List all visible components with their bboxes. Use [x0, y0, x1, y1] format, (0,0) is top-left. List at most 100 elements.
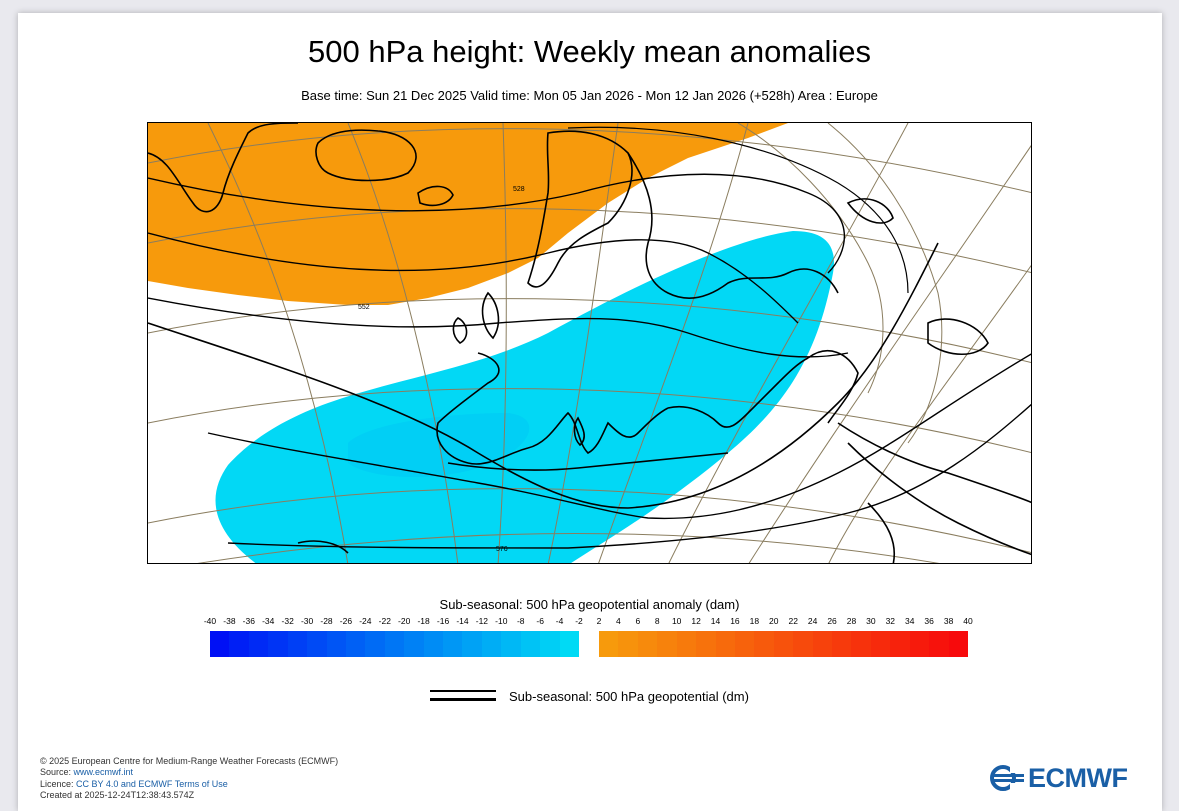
colorbar-swatch [268, 631, 288, 657]
colorbar-tick-label: -22 [378, 616, 391, 626]
colorbar-tick-label: -38 [223, 616, 236, 626]
colorbar-swatch [890, 631, 910, 657]
colorbar-tick-label: -16 [436, 616, 450, 626]
colorbar-tick-label: 6 [635, 616, 641, 626]
colorbar-tick-label: -2 [575, 616, 583, 626]
colorbar-swatch [345, 631, 366, 657]
colorbar-swatch [248, 631, 269, 657]
colorbar-swatch [599, 631, 619, 657]
colorbar-swatch [929, 631, 949, 657]
contour-label: 576 [496, 546, 508, 553]
colorbar-tick-label: 38 [943, 616, 954, 626]
colorbar-tick-label: -10 [495, 616, 508, 626]
colorbar-tick-label: 22 [788, 616, 798, 626]
colorbar-tick-label: 20 [769, 616, 779, 626]
colorbar-swatch [501, 631, 521, 657]
colorbar-tick-label: -6 [536, 616, 544, 626]
colorbar-swatch [657, 631, 677, 657]
colorbar-swatch [229, 631, 249, 657]
colorbar-tick-label: -12 [475, 616, 489, 626]
colorbar-tick-label: 4 [616, 616, 621, 626]
colorbar-tick-label: -36 [242, 616, 255, 626]
colorbar-tick-label: -34 [262, 616, 275, 626]
colorbar-positive [599, 631, 969, 657]
colorbar-tick-label: -14 [456, 616, 469, 626]
colorbar-swatch [307, 631, 327, 657]
source-link[interactable]: www.ecmwf.int [73, 767, 134, 778]
colorbar-swatch [948, 631, 969, 657]
positive-anomaly-region [148, 123, 788, 305]
colorbar-swatch [559, 631, 580, 657]
colorbar-swatch [696, 631, 716, 657]
footer: © 2025 European Centre for Medium-Range … [40, 756, 338, 802]
colorbar-swatch [734, 631, 755, 657]
footer-licence: Licence: CC BY 4.0 and ECMWF Terms of Us… [40, 778, 228, 789]
ecmwf-logo-icon [990, 765, 1026, 791]
colorbar-tick-label: -18 [417, 616, 430, 626]
graticule [148, 123, 1031, 563]
colorbar-negative [210, 631, 580, 657]
colorbar-swatch [793, 631, 813, 657]
chart-title: 500 hPa height: Weekly mean anomalies [308, 34, 871, 69]
contour-legend-label: Sub-seasonal: 500 hPa geopotential (dm) [509, 689, 749, 704]
colorbar-ticks: -40 -38 -36 -34 -32 -30 -28 -26 -24 -22 -20 -18 -16-… [0, 616, 1179, 628]
contour-labels: 528 552 576 [358, 186, 525, 553]
ecmwf-logo-text: ECMWF [1028, 762, 1128, 793]
colorbar-swatch [404, 631, 424, 657]
colorbar-swatch [754, 631, 774, 657]
colorbar-tick-label: 16 [730, 616, 740, 626]
colorbar-swatch [210, 631, 230, 657]
colorbar-tick-label: 34 [905, 616, 915, 626]
chart-subtitle: Base time: Sun 21 Dec 2025 Valid time: M… [301, 88, 878, 103]
contour-label: 528 [513, 186, 525, 193]
colorbar-swatch [870, 631, 891, 657]
colorbar-swatch [851, 631, 871, 657]
colorbar-tick-label: -24 [359, 616, 372, 626]
colorbar-swatch [481, 631, 502, 657]
colorbar-tick-label: 32 [885, 616, 896, 626]
height-contours [148, 126, 1031, 549]
coastlines [148, 123, 1031, 563]
colorbar-swatch [384, 631, 405, 657]
colorbar-tick-label: -32 [281, 616, 294, 626]
colorbar-swatch [462, 631, 482, 657]
colorbar-swatch [365, 631, 385, 657]
colorbar-tick-label: 40 [963, 616, 973, 626]
colorbar-tick-label: 12 [691, 616, 701, 626]
negative-anomaly-core [348, 413, 530, 478]
negative-anomaly-region [215, 231, 834, 563]
colorbar-tick-label: 24 [807, 616, 818, 626]
colorbar-swatch [773, 631, 794, 657]
colorbar-swatch [637, 631, 658, 657]
colorbar-tick-label: 28 [846, 616, 857, 626]
colorbar-tick-label: 36 [924, 616, 934, 626]
colorbar-tick-label: 26 [827, 616, 837, 626]
colorbar-swatch [423, 631, 444, 657]
footer-created: Created at 2025-12-24T12:38:43.574Z [40, 790, 195, 801]
colorbar-swatch [618, 631, 638, 657]
colorbar-tick-label: -4 [555, 616, 564, 626]
colorbar-swatch [832, 631, 852, 657]
colorbar-tick-label: 2 [596, 616, 602, 626]
colorbar-tick-label: 14 [710, 616, 721, 626]
colorbar-swatch [520, 631, 541, 657]
europe-anomaly-map: 528 552 576 [147, 122, 1032, 564]
colorbar-swatch [812, 631, 833, 657]
contour-label: 552 [358, 304, 370, 311]
footer-source: Source: www.ecmwf.int [40, 767, 134, 778]
colorbar-swatch [443, 631, 463, 657]
licence-link[interactable]: CC BY 4.0 and ECMWF Terms of Use [76, 778, 228, 789]
colorbar-swatch [715, 631, 735, 657]
colorbar-tick-label: -8 [516, 616, 525, 626]
colorbar-tick-label: -28 [320, 616, 333, 626]
colorbar-swatch [287, 631, 308, 657]
colorbar-tick-label: 18 [749, 616, 760, 626]
colorbar-tick-label: -20 [398, 616, 411, 626]
colorbar-swatch [909, 631, 930, 657]
map-svg: 528 552 576 [148, 123, 1031, 563]
colorbar-title: Sub-seasonal: 500 hPa geopotential anoma… [439, 597, 740, 612]
colorbar-tick-label: -26 [339, 616, 353, 626]
colorbar-tick-label: -30 [300, 616, 314, 626]
footer-copyright: © 2025 European Centre for Medium-Range … [40, 756, 339, 766]
colorbar-tick-label: -40 [203, 616, 217, 626]
